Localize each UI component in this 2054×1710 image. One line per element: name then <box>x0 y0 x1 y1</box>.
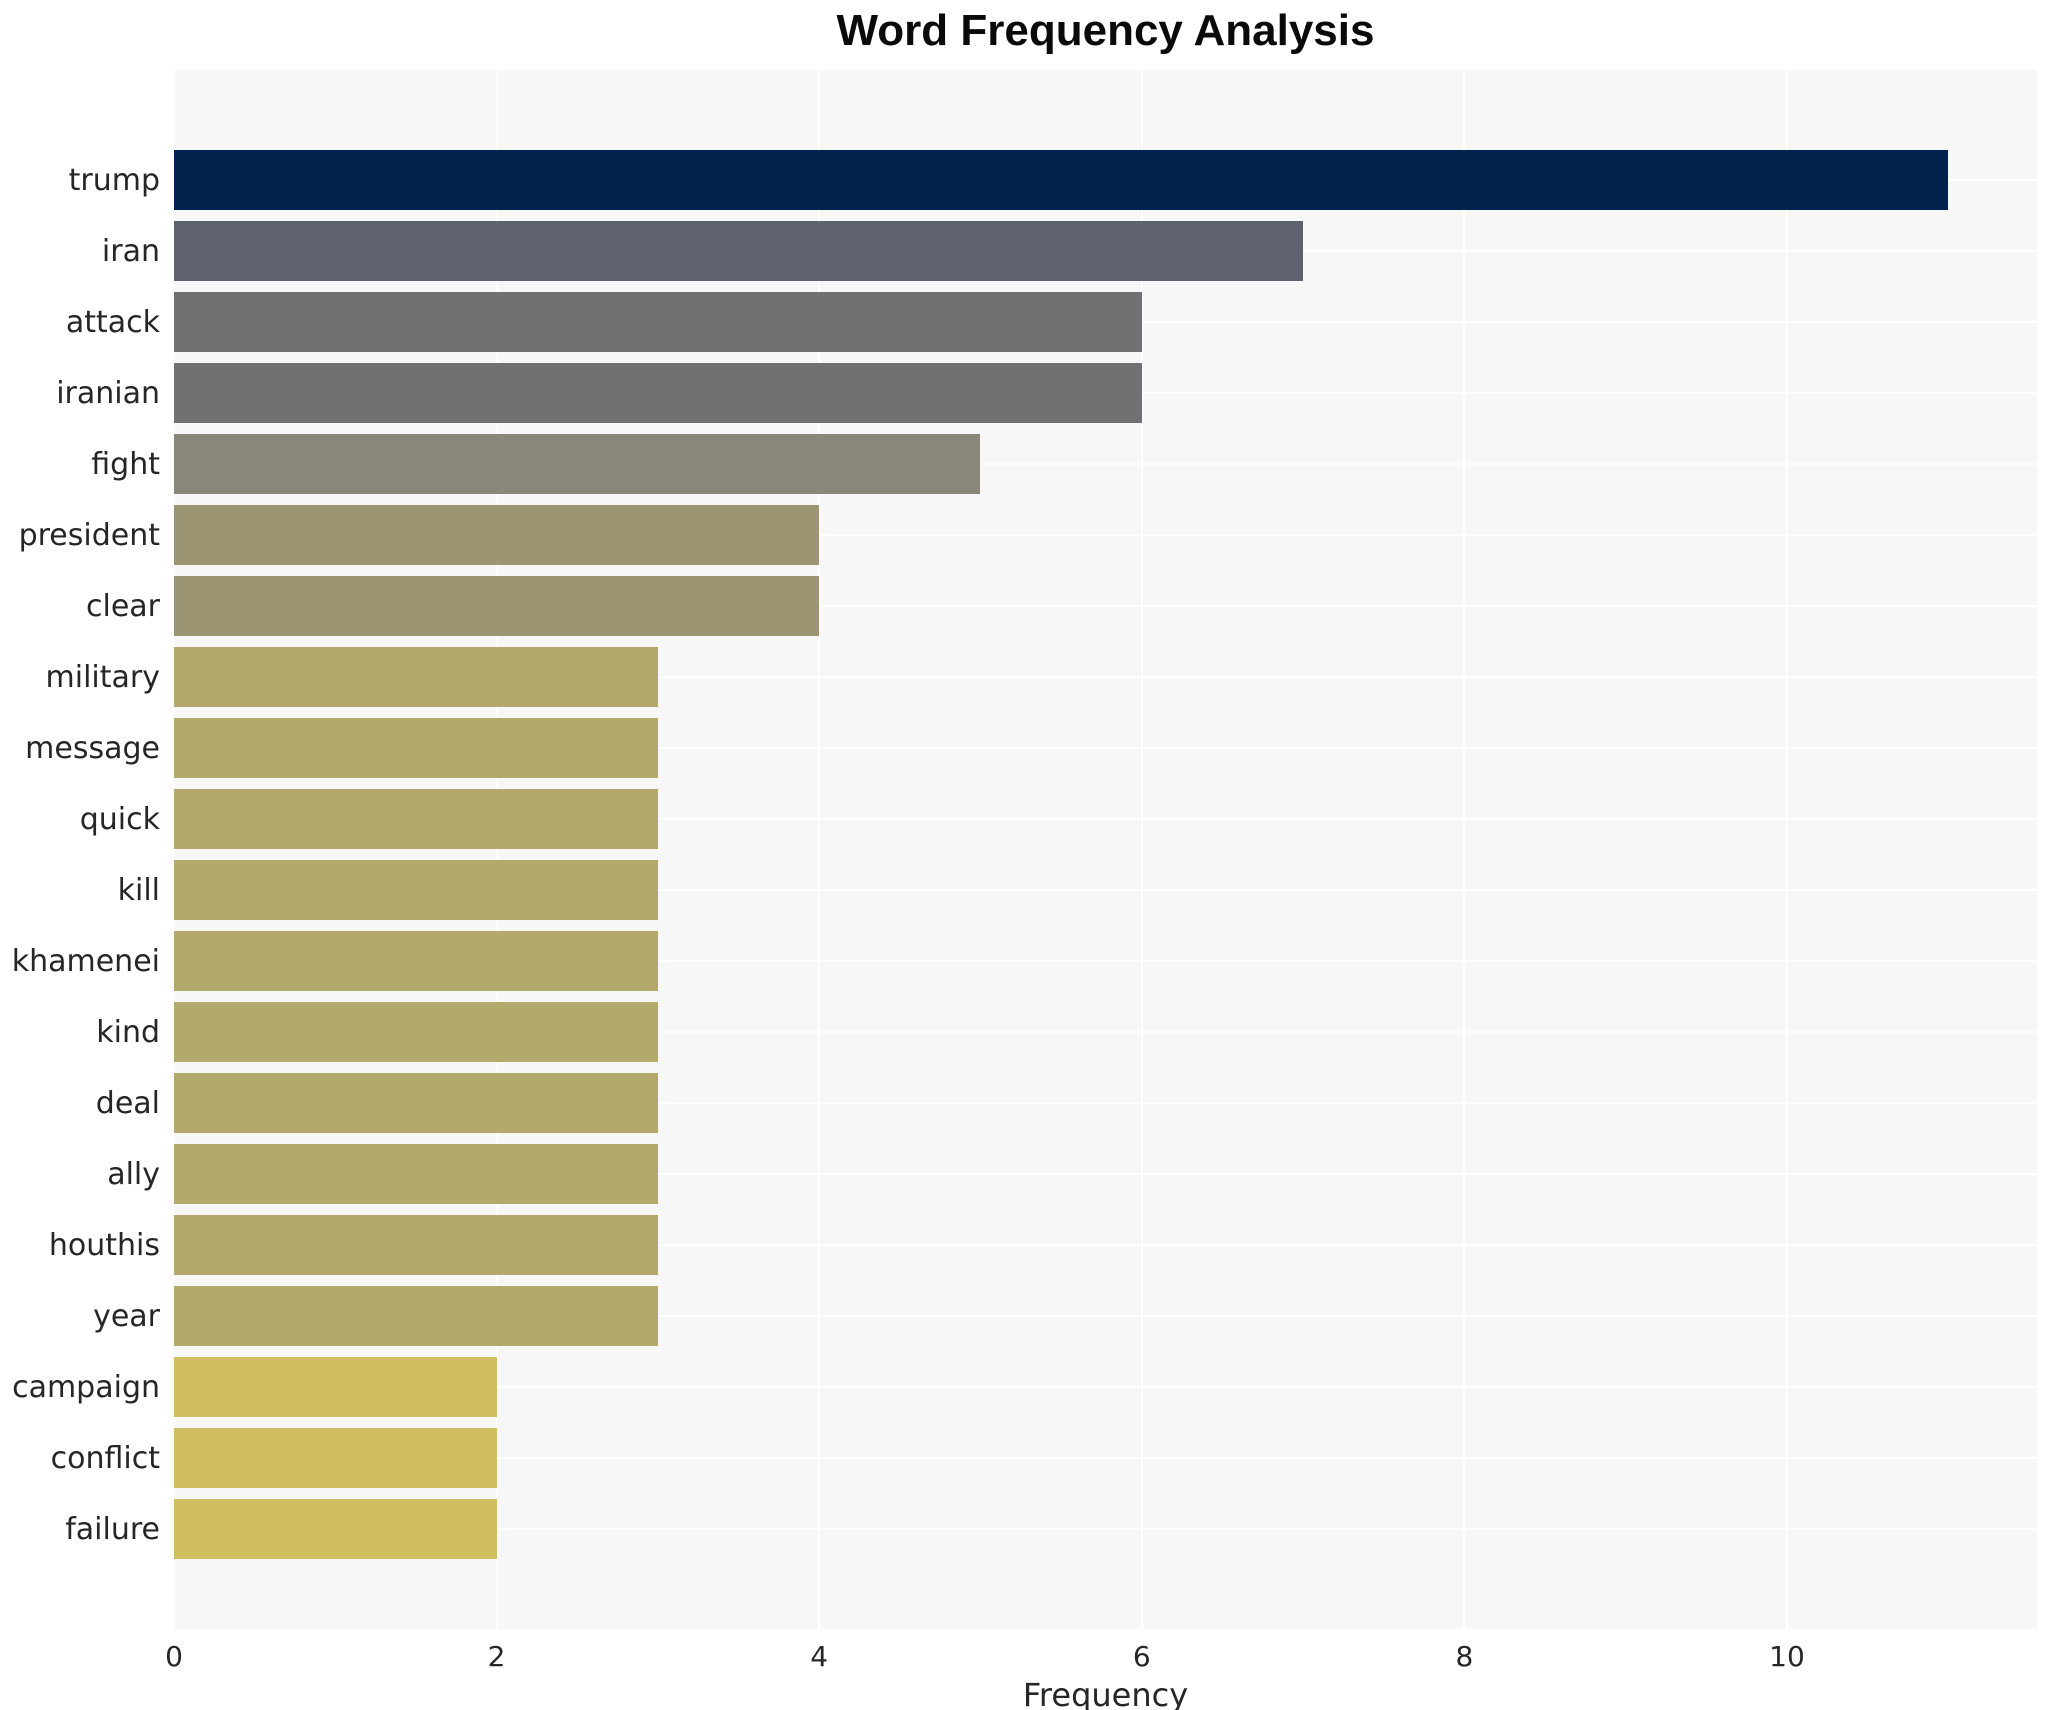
bar-row-kind <box>174 997 2037 1068</box>
gridline-y-quick <box>174 818 2037 820</box>
gridline-x-2 <box>495 70 498 1629</box>
bar-year <box>174 1286 658 1346</box>
ylabel-military: military <box>45 660 160 695</box>
xtick-6: 6 <box>1132 1640 1151 1673</box>
bar-military <box>174 647 658 707</box>
ylabel-message: message <box>25 731 160 766</box>
bar-fight <box>174 434 981 494</box>
bar-ally <box>174 1144 658 1204</box>
bar-row-attack <box>174 287 2037 358</box>
bar-row-president <box>174 500 2037 571</box>
xtick-8: 8 <box>1455 1640 1474 1673</box>
bar-row-campaign <box>174 1352 2037 1423</box>
bar-row-kill <box>174 855 2037 926</box>
gridline-y-failure <box>174 1528 2037 1530</box>
y-axis-labels: trump iran attack iranian fight president clea… <box>0 145 160 1565</box>
gridline-x-6 <box>1140 70 1143 1629</box>
bar-row-fight <box>174 429 2037 500</box>
gridline-x-4 <box>818 70 821 1629</box>
bar-khamenei <box>174 931 658 991</box>
gridline-y-president <box>174 534 2037 536</box>
bar-row-deal <box>174 1068 2037 1139</box>
bar-attack <box>174 292 1142 352</box>
ylabel-conflict: conflict <box>50 1441 160 1476</box>
ylabel-president: president <box>18 518 160 553</box>
bar-row-houthis <box>174 1210 2037 1281</box>
gridline-x-8 <box>1463 70 1466 1629</box>
ylabel-quick: quick <box>79 802 160 837</box>
bar-conflict <box>174 1428 497 1488</box>
chart-title: Word Frequency Analysis <box>836 6 1375 55</box>
gridline-y-fight <box>174 463 2037 465</box>
bar-kind <box>174 1002 658 1062</box>
bar-row-iran <box>174 216 2037 287</box>
ylabel-kind: kind <box>96 1015 160 1050</box>
ylabel-campaign: campaign <box>12 1370 160 1405</box>
gridline-x-0 <box>173 70 175 1629</box>
bar-quick <box>174 789 658 849</box>
bar-message <box>174 718 658 778</box>
x-axis-ticks: 0 2 4 6 8 10 <box>165 1640 2037 1680</box>
ylabel-year: year <box>93 1299 160 1334</box>
bar-row-clear <box>174 571 2037 642</box>
bar-row-quick <box>174 784 2037 855</box>
gridline-y-ally <box>174 1173 2037 1175</box>
bar-deal <box>174 1073 658 1133</box>
ylabel-fight: fight <box>91 447 160 482</box>
ylabel-khamenei: khamenei <box>11 944 160 979</box>
xtick-4: 4 <box>810 1640 829 1673</box>
bar-campaign <box>174 1357 497 1417</box>
gridline-y-kill <box>174 889 2037 891</box>
bar-failure <box>174 1499 497 1559</box>
bar-clear <box>174 576 820 636</box>
gridline-y-deal <box>174 1102 2037 1104</box>
gridline-y-message <box>174 747 2037 749</box>
bar-rows <box>174 145 2037 1565</box>
ylabel-clear: clear <box>85 589 160 624</box>
bar-row-military <box>174 642 2037 713</box>
gridline-x-10 <box>1785 70 1788 1629</box>
bar-row-conflict <box>174 1423 2037 1494</box>
bar-row-message <box>174 713 2037 784</box>
bar-kill <box>174 860 658 920</box>
ylabel-houthis: houthis <box>48 1228 160 1263</box>
gridline-y-clear <box>174 605 2037 607</box>
gridline-y-khamenei <box>174 960 2037 962</box>
ylabel-kill: kill <box>117 873 160 908</box>
bar-row-ally <box>174 1139 2037 1210</box>
bar-row-khamenei <box>174 926 2037 997</box>
ylabel-ally: ally <box>107 1157 160 1192</box>
gridline-y-campaign <box>174 1386 2037 1388</box>
ylabel-trump: trump <box>68 163 160 198</box>
ylabel-iranian: iranian <box>56 376 160 411</box>
bar-president <box>174 505 820 565</box>
bar-houthis <box>174 1215 658 1275</box>
plot-area <box>173 70 2037 1629</box>
bar-iranian <box>174 363 1142 423</box>
ylabel-failure: failure <box>65 1512 160 1547</box>
gridline-y-kind <box>174 1031 2037 1033</box>
ylabel-deal: deal <box>95 1086 160 1121</box>
gridline-y-houthis <box>174 1244 2037 1246</box>
ylabel-iran: iran <box>101 234 160 269</box>
ylabel-attack: attack <box>65 305 160 340</box>
bar-row-year <box>174 1281 2037 1352</box>
gridline-y-year <box>174 1315 2037 1317</box>
bar-row-failure <box>174 1494 2037 1565</box>
gridline-y-military <box>174 676 2037 678</box>
xtick-0: 0 <box>165 1640 183 1673</box>
x-axis-label: Frequency <box>1022 1676 1189 1710</box>
gridline-y-conflict <box>174 1457 2037 1459</box>
bar-row-trump <box>174 145 2037 216</box>
xtick-10: 10 <box>1769 1640 1805 1673</box>
xtick-2: 2 <box>487 1640 506 1673</box>
bar-iran <box>174 221 1304 281</box>
bar-trump <box>174 150 1949 210</box>
bar-row-iranian <box>174 358 2037 429</box>
